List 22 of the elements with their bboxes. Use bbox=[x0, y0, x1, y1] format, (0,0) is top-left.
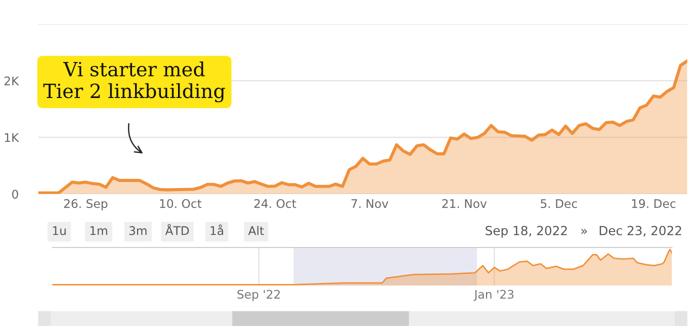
text: » bbox=[581, 228, 587, 234]
x-tick-label: 10. Oct bbox=[160, 199, 202, 208]
x-tick-label: 24. Oct bbox=[254, 199, 296, 208]
text: 1m bbox=[90, 226, 108, 235]
x-tick-label: 19. Dec bbox=[632, 199, 676, 208]
x-tick-label: 26. Sep bbox=[64, 199, 108, 210]
y-tick-label: 2K bbox=[4, 76, 20, 86]
y-tick-label: 0 bbox=[12, 190, 18, 199]
x-tick-label: Jan '23 bbox=[474, 290, 514, 301]
text: 1å bbox=[210, 224, 224, 236]
x-tick-label: 7. Nov bbox=[351, 199, 388, 208]
text: 3m bbox=[129, 226, 147, 236]
text: ÅTD bbox=[165, 224, 189, 235]
text: 1u bbox=[53, 226, 66, 236]
text: Alt bbox=[248, 226, 264, 235]
x-tick-label: 21. Nov bbox=[442, 199, 487, 208]
x-tick-label: 5. Dec bbox=[540, 199, 578, 208]
annotation: Vi starter med Tier 2 linkbuilding bbox=[43, 61, 226, 102]
text: Sep 18, 2022 bbox=[486, 226, 567, 238]
y-tick-label: 1K bbox=[4, 133, 20, 142]
text: Dec 23, 2022 bbox=[600, 226, 682, 237]
x-tick-label: Sep '22 bbox=[237, 290, 280, 302]
